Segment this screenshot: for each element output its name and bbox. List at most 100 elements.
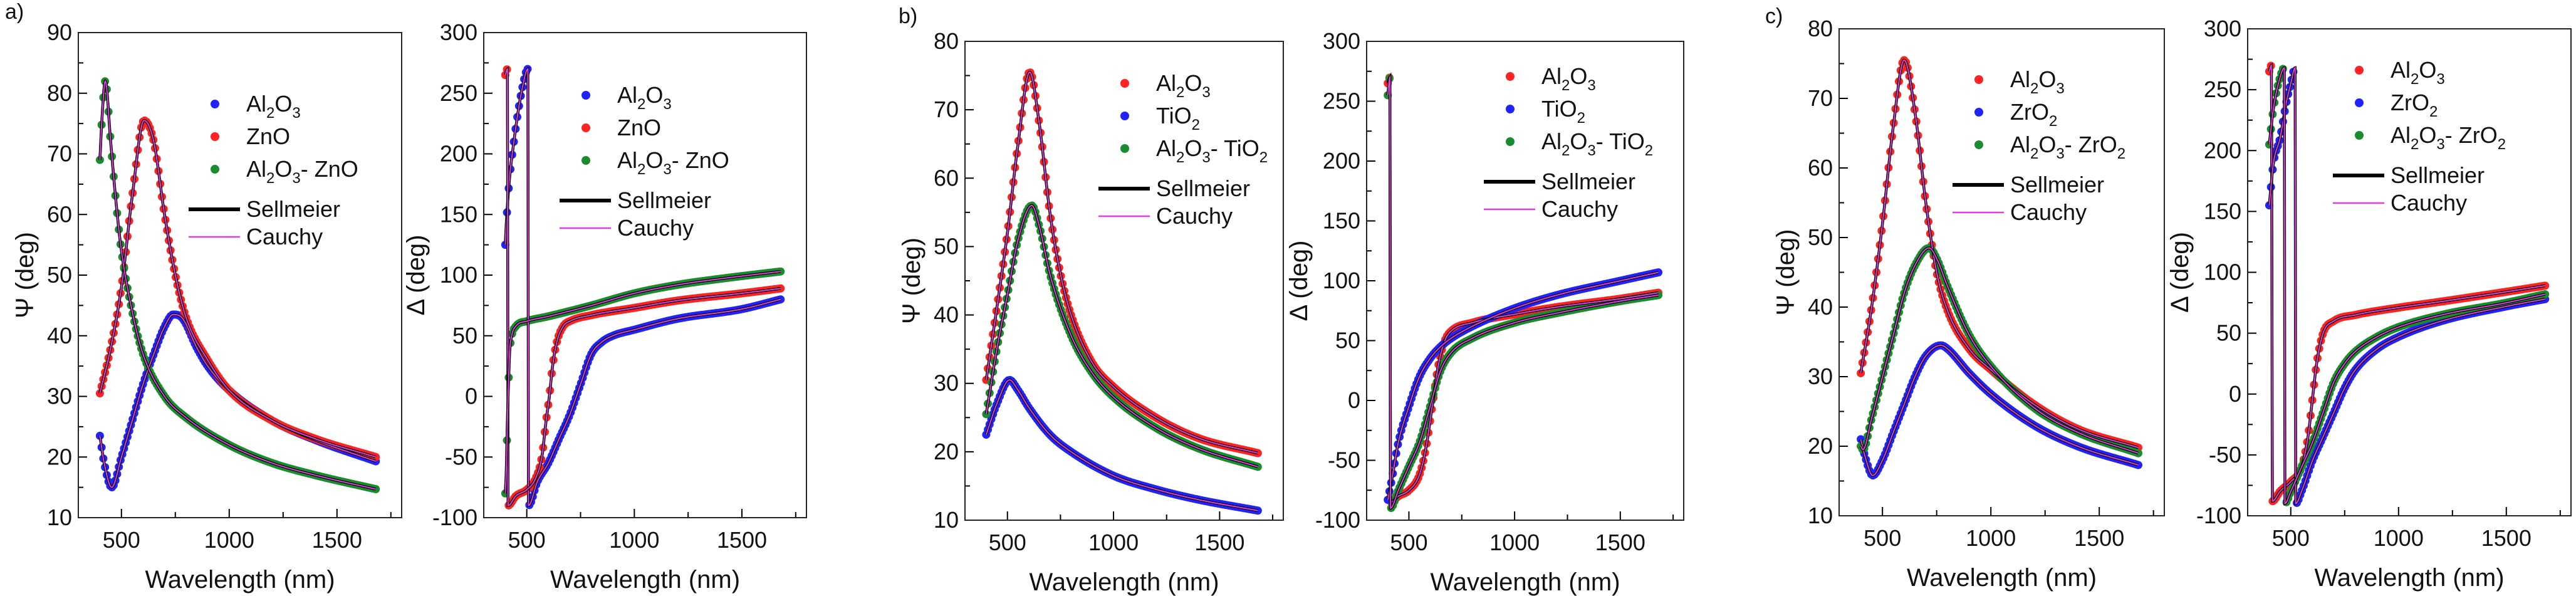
y-tick-label: 250 [440, 80, 477, 106]
legend-label: ZrO2 [2391, 90, 2438, 120]
legend-marker-green [2355, 131, 2364, 140]
sellmeier-legend-label: Sellmeier [1541, 169, 1635, 194]
cauchy-legend-label: Cauchy [2391, 190, 2467, 216]
legend-label: TiO2 [1156, 103, 1200, 133]
y-tick-label: 250 [2204, 76, 2241, 102]
cauchy-legend-label: Cauchy [617, 215, 694, 241]
y-tick-label: 60 [934, 165, 959, 191]
cauchy-fit-line [1860, 247, 2139, 454]
legend-marker-red [1974, 75, 1983, 84]
x-axis-title: Wavelength (nm) [1907, 564, 2097, 592]
x-axis-title: Wavelength (nm) [1430, 568, 1620, 596]
x-tick-label: 1000 [1966, 525, 2016, 551]
y-tick-label: 10 [47, 505, 72, 530]
legend-label: Al2O3- TiO2 [1541, 128, 1653, 159]
x-tick-label: 1000 [609, 527, 659, 553]
sellmeier-fit-line [98, 78, 377, 491]
y-tick-label: 100 [1323, 268, 1360, 293]
x-tick-label: 1500 [2481, 525, 2532, 551]
sellmeier-legend-label: Sellmeier [1156, 175, 1250, 201]
y-tick-label: 30 [934, 370, 959, 396]
y-tick-label: 70 [934, 97, 959, 122]
panel-label: c) [1765, 4, 1783, 28]
chart-panel-1: a) 10 20 30 40 50 60 70 80 90 500 1000 1500 Wavelengt… [5, 0, 402, 593]
y-axis-title: Ψ (deg) [898, 238, 926, 324]
x-axis-title: Wavelength (nm) [145, 566, 335, 593]
legend-label: Al2O3- ZnO [246, 156, 358, 187]
sellmeier-fit-line [1859, 58, 2139, 449]
plot-frame [483, 32, 807, 518]
x-tick-label: 500 [103, 527, 140, 553]
plot-area [982, 68, 1262, 515]
x-axis-title: Wavelength (nm) [1029, 568, 1219, 596]
x-tick-label: 1000 [1088, 530, 1139, 555]
x-tick-label: 1500 [717, 527, 767, 553]
legend-marker-blue [581, 91, 590, 100]
legend-marker-blue [1120, 112, 1129, 120]
y-tick-label: -50 [2209, 442, 2241, 468]
cauchy-fit-line [504, 68, 781, 506]
panel-label: b) [899, 4, 917, 28]
cauchy-fit-line [504, 68, 781, 506]
data-point [982, 410, 991, 419]
y-tick-label: 20 [934, 439, 959, 464]
x-tick-label: 1500 [312, 527, 362, 553]
legend-label: ZnO [617, 115, 661, 140]
y-tick-label: 50 [934, 233, 959, 259]
data-point [1654, 268, 1663, 277]
plot-area [501, 65, 785, 510]
y-tick-label: -100 [1315, 507, 1360, 533]
y-tick-label: -100 [2196, 503, 2241, 528]
chart-panel-3: b) 10 20 30 40 50 60 70 80 500 1000 1500 Wavelength … [898, 4, 1284, 596]
plot-area [1384, 72, 1663, 513]
data-point [372, 485, 380, 494]
x-tick-label: 500 [508, 527, 546, 553]
cauchy-legend-label: Cauchy [246, 224, 323, 249]
y-axis-title: Δ (deg) [1285, 240, 1313, 321]
cauchy-fit-line [1387, 271, 1659, 500]
y-tick-label: 100 [2204, 259, 2241, 285]
plot-area [2265, 61, 2550, 507]
y-tick-label: 40 [934, 302, 959, 328]
y-tick-label: 50 [47, 262, 72, 288]
y-tick-label: 50 [2216, 320, 2241, 346]
y-tick-label: 30 [47, 384, 72, 409]
cauchy-fit-line [1860, 344, 2139, 476]
chart-panel-5: c) 10 20 30 40 50 60 70 80 500 1000 1500 Wavelength … [1765, 4, 2165, 592]
plot-frame [1838, 28, 2165, 516]
y-tick-label: 100 [440, 262, 477, 288]
x-tick-label: 1000 [2374, 525, 2424, 551]
cauchy-legend-label: Cauchy [1156, 203, 1233, 229]
y-tick-label: 40 [47, 323, 72, 348]
cauchy-legend-label: Cauchy [2010, 199, 2087, 225]
y-tick-label: 80 [934, 28, 959, 54]
legend-marker-green [581, 156, 590, 165]
y-tick-label: 200 [440, 141, 477, 167]
y-tick-label: 70 [1808, 85, 1833, 111]
y-tick-label: 150 [440, 201, 477, 227]
cauchy-fit-line [504, 271, 781, 494]
legend-label: Al2O3 [1156, 70, 1211, 101]
chart-panel-6: -100 -50 0 50 100 150 200 250 300 500 1000 1500 Wave… [2166, 16, 2572, 592]
x-tick-label: 1000 [1489, 530, 1540, 555]
plot-frame [78, 32, 402, 518]
cauchy-fit-line [99, 120, 377, 458]
sellmeier-fit-line [1859, 246, 2139, 455]
legend-label: Al2O3 [246, 91, 301, 122]
cauchy-fit-line [1860, 60, 2139, 449]
cauchy-fit-line [99, 80, 377, 490]
cauchy-fit-line [1387, 75, 1659, 509]
y-tick-label: 40 [1808, 294, 1833, 320]
cauchy-fit-line [985, 379, 1258, 511]
legend-marker-red [1506, 72, 1515, 81]
y-tick-label: 10 [934, 507, 959, 533]
y-tick-label: 150 [2204, 198, 2241, 224]
x-tick-label: 500 [2272, 525, 2310, 551]
legend-label: Al2O3 [617, 82, 672, 113]
